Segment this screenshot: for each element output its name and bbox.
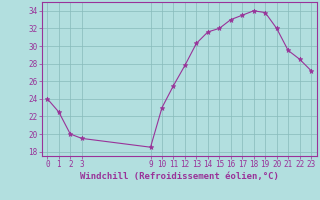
- X-axis label: Windchill (Refroidissement éolien,°C): Windchill (Refroidissement éolien,°C): [80, 172, 279, 181]
